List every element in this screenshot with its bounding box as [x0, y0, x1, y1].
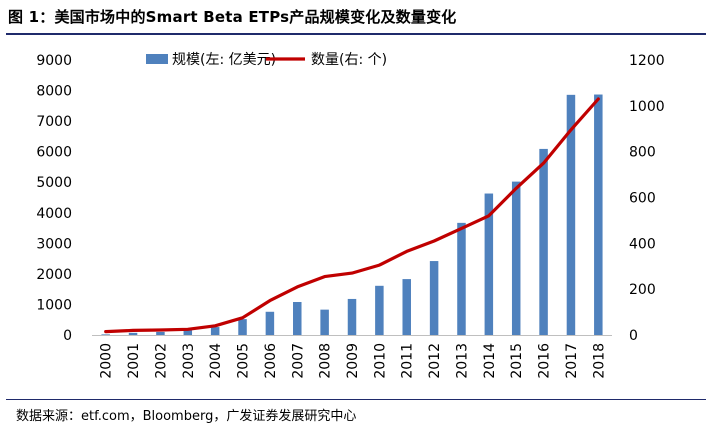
x-axis-tick-label: 2010 — [372, 343, 388, 379]
left-axis-tick-label: 6000 — [36, 145, 72, 161]
bar — [594, 94, 603, 336]
bar — [128, 332, 138, 335]
bar — [484, 193, 494, 335]
left-axis-tick-label: 4000 — [36, 206, 72, 222]
legend-bar-label: 规模(左: 亿美元) — [172, 52, 276, 68]
x-axis-tick-label: 2004 — [208, 343, 224, 379]
x-axis-tick-label: 2014 — [482, 343, 498, 379]
left-axis-tick-label: 0 — [63, 328, 72, 344]
legend-bar-swatch — [146, 54, 168, 64]
right-axis-tick-label: 600 — [629, 191, 656, 207]
x-axis-tick-label: 2007 — [290, 343, 306, 379]
right-axis-tick-label: 1200 — [629, 53, 665, 69]
left-axis-tick-label: 1000 — [36, 297, 72, 313]
bar — [375, 285, 384, 335]
x-axis-tick-label: 2015 — [509, 343, 525, 379]
bar — [265, 311, 275, 335]
footer-divider — [6, 399, 706, 400]
right-axis: 0 200 400 600 800 1000 1200 — [629, 53, 665, 344]
bar — [402, 279, 411, 335]
x-axis-tick-label: 2005 — [236, 343, 252, 379]
left-axis-tick-label: 2000 — [36, 267, 72, 283]
bar — [183, 329, 193, 335]
bar — [210, 327, 220, 335]
left-axis-tick-label: 7000 — [36, 114, 72, 130]
figure-title: 图 1：美国市场中的Smart Beta ETPs产品规模变化及数量变化 — [8, 8, 457, 26]
bar — [320, 309, 329, 335]
bar — [457, 222, 466, 335]
right-axis-tick-label: 0 — [629, 328, 638, 344]
x-axis-tick-label: 2018 — [591, 343, 607, 379]
x-axis-tick-label: 2008 — [318, 343, 334, 379]
left-axis-tick-label: 3000 — [36, 236, 72, 252]
bar — [101, 334, 110, 335]
x-axis-tick-label: 2013 — [454, 343, 470, 379]
bar — [566, 94, 576, 335]
bar-series — [101, 94, 603, 336]
x-axis-tick-label: 2006 — [263, 343, 279, 379]
x-axis-tick-label: 2003 — [181, 343, 197, 379]
bar — [429, 261, 439, 335]
right-axis-tick-label: 800 — [629, 145, 656, 161]
legend: 规模(左: 亿美元) 数量(右: 个) — [146, 52, 387, 68]
legend-line-label: 数量(右: 个) — [311, 52, 387, 68]
source-note: 数据来源：etf.com，Bloomberg，广发证券发展研究中心 — [16, 409, 357, 424]
bar — [347, 298, 357, 335]
x-axis-tick-label: 2000 — [99, 343, 115, 379]
bar — [293, 302, 302, 335]
left-axis-tick-label: 5000 — [36, 175, 72, 191]
x-axis-tick-label: 2017 — [564, 343, 580, 379]
right-axis-tick-label: 400 — [629, 236, 656, 252]
bar — [539, 148, 548, 335]
bar — [511, 181, 521, 335]
x-axis-tick-label: 2009 — [345, 343, 361, 379]
x-axis-tick-label: 2011 — [400, 343, 416, 379]
x-axis-tick-label: 2002 — [153, 343, 169, 379]
x-axis-tick-label: 2001 — [126, 343, 142, 379]
x-axis-tick-labels: 2000 2001 2002 2003 2004 2005 2006 2007 2008 2009… — [99, 343, 608, 379]
right-axis-tick-label: 1000 — [629, 99, 665, 115]
left-axis-tick-label: 9000 — [36, 53, 72, 69]
left-axis-tick-label: 8000 — [36, 84, 72, 100]
count-line-series — [104, 97, 600, 334]
left-axis: 0 1000 2000 3000 4000 5000 6000 7000 8000 9000 — [36, 53, 72, 344]
title-divider — [6, 33, 706, 35]
x-axis-tick-label: 2016 — [537, 343, 553, 379]
bar — [238, 319, 247, 335]
bar — [156, 331, 165, 335]
x-axis-tick-label: 2012 — [427, 343, 443, 379]
right-axis-tick-label: 200 — [629, 282, 656, 298]
